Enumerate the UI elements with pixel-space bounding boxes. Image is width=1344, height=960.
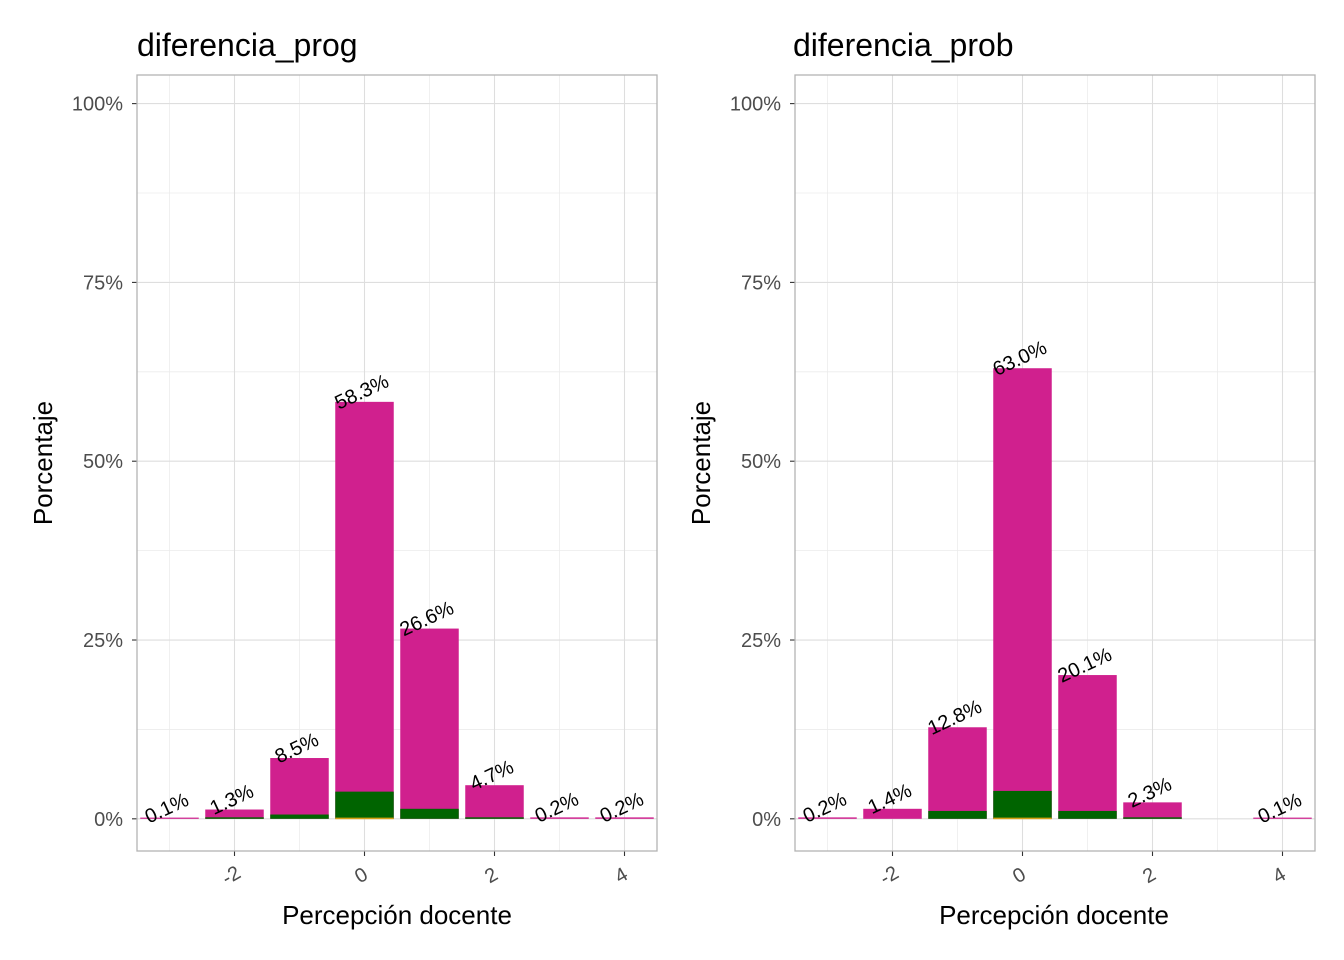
bar (400, 628, 459, 819)
bar-segment-accent (335, 817, 394, 820)
bar (465, 785, 524, 819)
y-axis-title: Porcentaje (686, 401, 716, 525)
x-axis-title: Percepción docente (282, 900, 512, 930)
panel-diferencia_prob: 0%25%50%75%100%-2 0 2 40.2% 1.4%12.8%63.0%20… (686, 27, 1316, 930)
y-tick-label: 100% (730, 94, 781, 116)
bar-value-label: 0.2% (532, 788, 583, 827)
bar-segment-secondary (1058, 810, 1117, 819)
bar-segment-accent (993, 817, 1052, 820)
x-tick-label: 0 (351, 863, 372, 888)
bar (863, 808, 922, 819)
y-tick-label: 25% (83, 630, 123, 652)
bar (1058, 675, 1117, 819)
bar (335, 401, 394, 819)
x-tick-label: 0 (1009, 863, 1030, 888)
x-tick-label: -2 (218, 862, 244, 890)
panel-border (136, 74, 658, 852)
x-tick-label: 4 (1269, 863, 1290, 888)
bar (205, 809, 264, 819)
y-tick-label: 75% (741, 272, 781, 294)
bar-value-label: 0.2% (597, 788, 648, 827)
chart-title: diferencia_prog (137, 27, 358, 63)
bar-segment-secondary (205, 817, 264, 819)
panel-border (794, 74, 1316, 852)
bar-segment-secondary (335, 791, 394, 819)
x-axis-title: Percepción docente (939, 900, 1169, 930)
bar-segment-secondary (465, 817, 524, 819)
x-tick-label: 4 (611, 863, 632, 888)
bar (595, 817, 654, 819)
y-tick-label: 0% (752, 809, 781, 831)
bar-segment-secondary (928, 810, 987, 819)
bar-segment-secondary (993, 790, 1052, 819)
x-tick-label: 2 (1139, 863, 1160, 888)
bar (1123, 802, 1182, 819)
chart-title: diferencia_prob (793, 27, 1014, 63)
bar-segment-secondary (400, 808, 459, 819)
panel-diferencia_prog: 0%25%50%75%100%-2 0 2 40.1% 1.3%8.5%58.3%26.… (28, 27, 658, 930)
y-tick-label: 50% (741, 451, 781, 473)
bar-value-label: 0.1% (1255, 789, 1306, 828)
y-tick-label: 0% (94, 809, 123, 831)
y-axis-title: Porcentaje (28, 401, 58, 525)
bar-segment-secondary (270, 814, 329, 819)
bar (928, 727, 987, 819)
bar-segment-secondary (1123, 817, 1182, 819)
y-tick-label: 100% (72, 94, 123, 116)
bar (530, 817, 589, 819)
y-tick-label: 50% (83, 451, 123, 473)
y-tick-label: 25% (741, 630, 781, 652)
x-tick-label: 2 (481, 863, 502, 888)
x-tick-label: -2 (876, 862, 902, 890)
bar (993, 368, 1052, 819)
bar (270, 758, 329, 819)
bar (140, 817, 199, 819)
y-tick-label: 75% (83, 272, 123, 294)
bar (798, 817, 857, 819)
bar-value-label: 0.1% (142, 789, 193, 828)
bar (1253, 817, 1312, 819)
bar-value-label: 0.2% (800, 788, 851, 827)
